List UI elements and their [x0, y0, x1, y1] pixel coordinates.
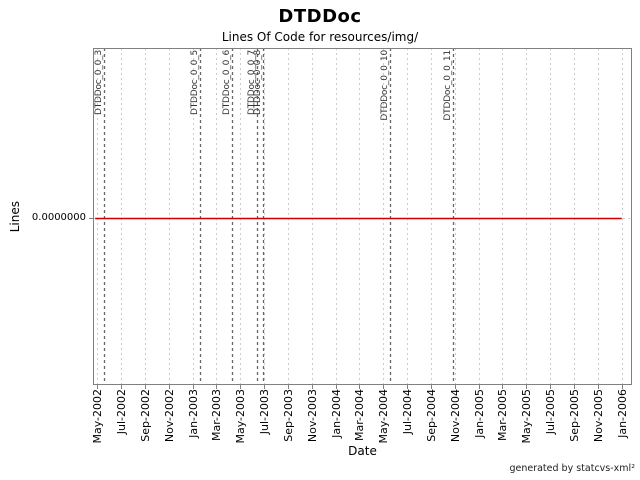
x-tick-label: Nov-2004	[449, 389, 462, 443]
x-tick-label: Jan-2003	[187, 389, 200, 438]
x-axis-title: Date	[348, 444, 377, 458]
tag-label: DTDDoc_0_0_11	[442, 50, 453, 121]
x-tick-label: Nov-2003	[306, 389, 319, 443]
x-tick-label: Jul-2003	[258, 389, 271, 435]
x-tick-label: May-2003	[234, 389, 247, 444]
credit-text: generated by statcvs-xml²	[509, 463, 635, 474]
x-tick-label: Mar-2003	[210, 389, 223, 442]
plot-area	[89, 48, 632, 389]
x-tick-label: Jan-2006	[616, 389, 629, 438]
x-tick-label: Sep-2005	[568, 389, 581, 442]
x-tick-label: Sep-2002	[139, 389, 152, 442]
tag-label: DTDDoc_0_0_5	[189, 50, 200, 116]
y-axis-title: Lines	[8, 201, 22, 233]
chart-title: DTDDoc	[278, 6, 362, 27]
x-tick-label: May-2002	[91, 389, 104, 444]
x-tick-label: Mar-2004	[353, 389, 366, 442]
tag-label: DTDDoc_0_0_10	[379, 50, 390, 121]
x-tick-label: May-2004	[377, 389, 390, 444]
x-tick-label: Nov-2002	[163, 389, 176, 443]
chart-subtitle: Lines Of Code for resources/img/	[221, 30, 419, 44]
x-tick-label: Jul-2005	[544, 389, 557, 435]
x-tick-label: Nov-2005	[592, 389, 605, 443]
x-tick-label: Jan-2004	[330, 389, 343, 438]
plot-border	[93, 48, 632, 385]
x-tick-label: Jul-2004	[401, 389, 414, 435]
x-tick-label: Jul-2002	[115, 389, 128, 435]
x-tick-label: Sep-2003	[282, 389, 295, 442]
y-tick-label: 0.0000000	[31, 212, 86, 223]
x-tick-label: Mar-2005	[496, 389, 509, 442]
tag-label: DTDDoc_0_0_3	[93, 50, 104, 116]
x-tick-label: May-2005	[520, 389, 533, 444]
tag-label: DTDDoc_0_0_8	[252, 50, 263, 116]
tag-label: DTDDoc_0_0_6	[221, 50, 232, 116]
x-tick-label: Sep-2004	[425, 389, 438, 442]
x-tick-label: Jan-2005	[473, 389, 486, 438]
